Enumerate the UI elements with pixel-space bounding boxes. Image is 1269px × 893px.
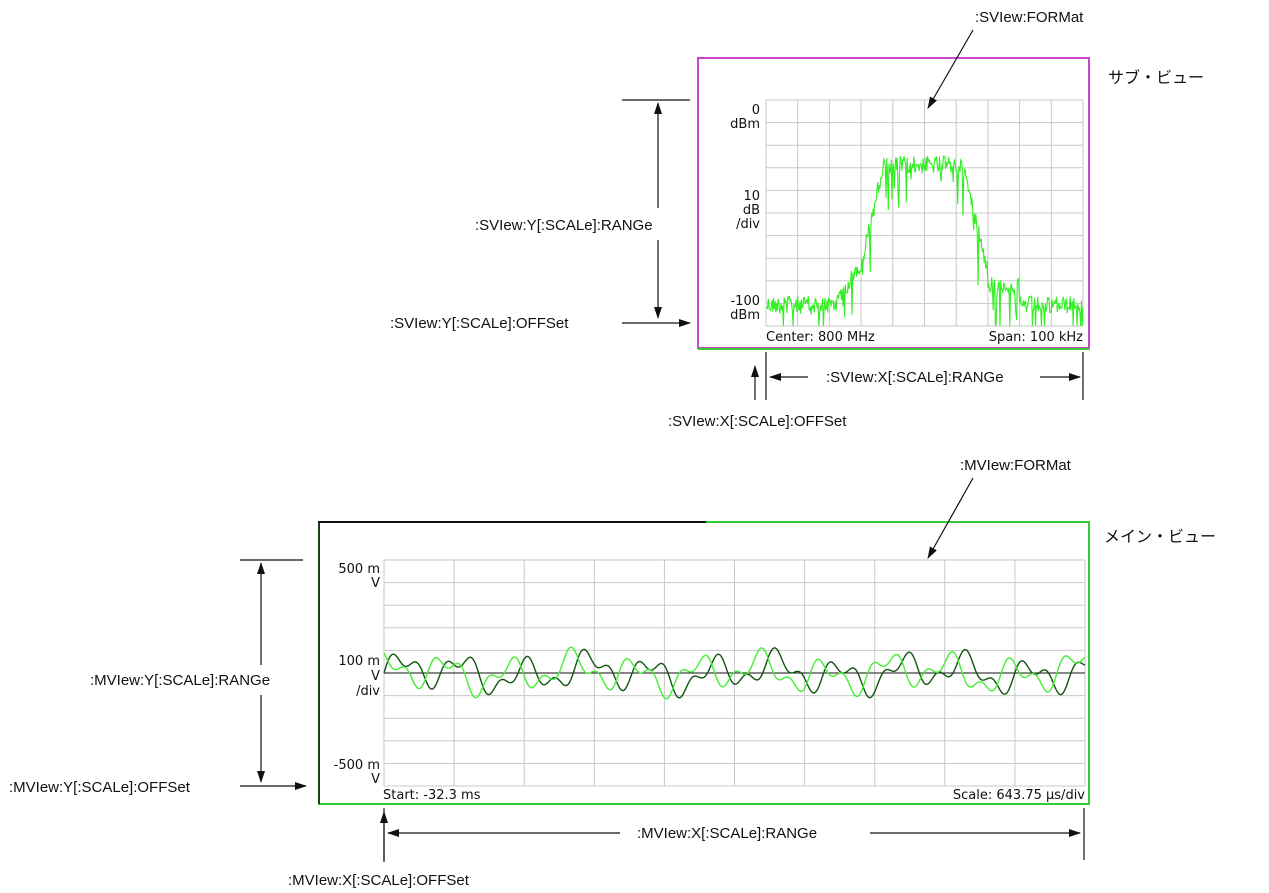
sub-view-top-unit: dBm (730, 117, 760, 132)
main-view-scale-per: /div (356, 684, 380, 699)
sub-view-top-value: 0 (752, 103, 760, 118)
sub-view-x-range-label: :SVIew:X[:SCALe]:RANGe (826, 369, 1004, 386)
sub-view-caption: サブ・ビュー (1108, 68, 1204, 87)
main-view-top-unit: V (371, 576, 380, 591)
main-view-format-label: :MVIew:FORMat (960, 457, 1072, 474)
sub-view: 0 dBm 10 dB /div -100 dBm Center: 800 MH… (390, 9, 1204, 430)
main-view-trace-i (383, 646, 1086, 700)
main-view-top-value: 500 m (338, 562, 380, 577)
sub-view-center-text: Center: 800 MHz (766, 330, 875, 345)
main-view-scale-unit: V (371, 669, 380, 684)
main-view-trace-q (383, 647, 1086, 699)
main-view-y-offset-label: :MVIew:Y[:SCALe]:OFFSet (9, 779, 191, 796)
sub-view-bottom-unit: dBm (730, 308, 760, 323)
sub-view-format-label: :SVIew:FORMat (975, 9, 1084, 26)
main-view-scale-text: Scale: 643.75 µs/div (953, 788, 1085, 803)
main-view-y-range-label: :MVIew:Y[:SCALe]:RANGe (90, 672, 270, 689)
sub-view-scale-per: /div (736, 217, 760, 232)
main-view: 500 m V 100 m V /div -500 m V Start: -32… (9, 457, 1216, 889)
main-view-bottom-unit: V (371, 772, 380, 787)
main-view-scale-value: 100 m (338, 654, 380, 669)
main-view-format-leader (927, 477, 974, 559)
sub-view-x-offset-label: :SVIew:X[:SCALe]:OFFSet (668, 413, 847, 430)
main-view-x-range-label: :MVIew:X[:SCALe]:RANGe (637, 825, 817, 842)
main-view-bottom-value: -500 m (334, 758, 380, 773)
main-view-x-offset-label: :MVIew:X[:SCALe]:OFFSet (288, 872, 470, 889)
sub-view-y-offset-label: :SVIew:Y[:SCALe]:OFFSet (390, 315, 569, 332)
main-view-caption: メイン・ビュー (1104, 527, 1216, 546)
main-view-frame (318, 521, 1090, 805)
sub-view-span-text: Span: 100 kHz (989, 330, 1083, 345)
sub-view-grid (765, 99, 1084, 327)
sub-view-scale-unit: dB (743, 203, 760, 218)
sub-view-bottom-value: -100 (730, 294, 760, 309)
sub-view-format-leader (927, 29, 974, 109)
sub-view-frame (697, 57, 1090, 349)
main-view-start-text: Start: -32.3 ms (383, 788, 481, 803)
sub-view-y-range-label: :SVIew:Y[:SCALe]:RANGe (475, 217, 653, 234)
sub-view-spectrum-trace (765, 155, 1084, 327)
sub-view-scale-value: 10 (743, 189, 760, 204)
